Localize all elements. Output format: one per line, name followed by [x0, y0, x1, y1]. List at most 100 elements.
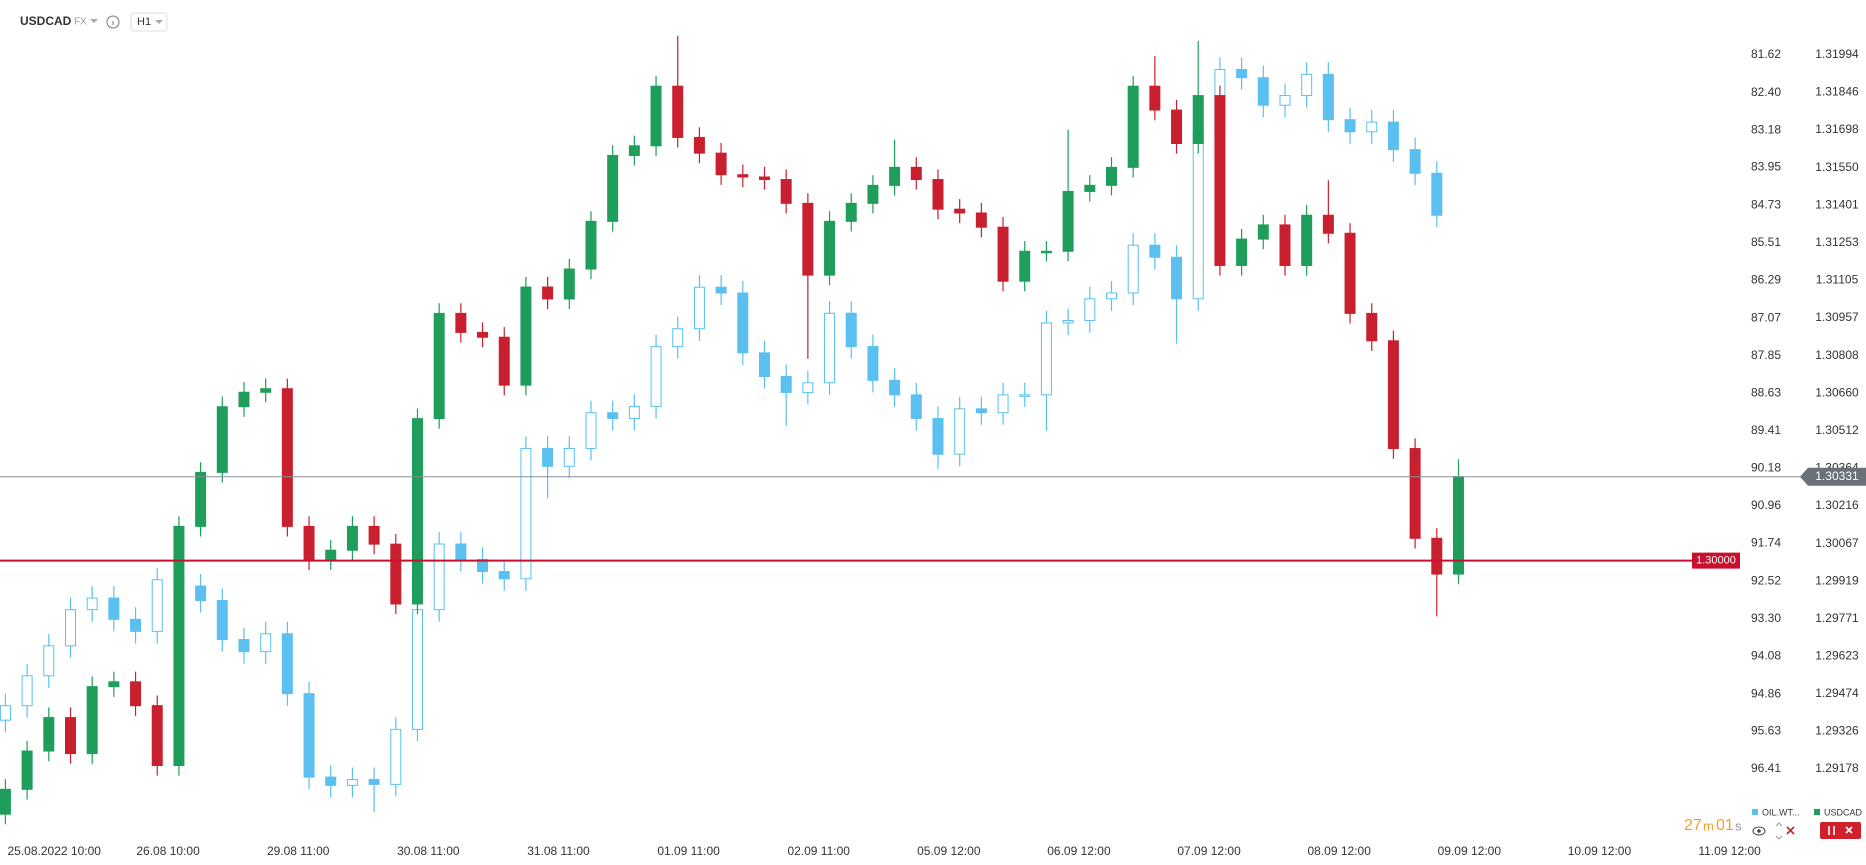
candle-body [542, 447, 554, 467]
candle-body [1301, 214, 1313, 266]
interval-select[interactable] [130, 12, 168, 32]
legend-label: OIL.WT... [1762, 807, 1800, 817]
candle-body [1409, 448, 1421, 539]
candle-body [130, 618, 142, 632]
candle-body [346, 779, 358, 786]
candle-body [281, 633, 293, 695]
candle-body [1366, 121, 1378, 133]
symbol[interactable]: USDCAD [20, 14, 72, 28]
y-tick-label: 1.29178 [1815, 761, 1859, 775]
candle-body [411, 418, 423, 605]
eye-pupil [1757, 829, 1761, 833]
candle-body [1387, 121, 1399, 151]
candle-body [1366, 312, 1378, 342]
candle-body [325, 549, 337, 561]
candle-body [715, 286, 727, 294]
y-tick-label: 1.29623 [1815, 648, 1859, 662]
x-tick-label: 06.09 12:00 [1047, 844, 1111, 858]
candle-body [607, 154, 619, 222]
candle-body [802, 202, 814, 276]
candle-body [1040, 322, 1052, 396]
candle-body [1171, 109, 1183, 145]
y2-tick-label: 87.07 [1751, 310, 1781, 324]
y-tick-label: 1.31550 [1815, 160, 1859, 174]
y-tick-label: 1.31698 [1815, 122, 1859, 136]
x-tick-label: 26.08 10:00 [136, 844, 200, 858]
x-tick-label: 11.09 12:00 [1698, 844, 1761, 858]
x-tick-label: 10.09 12:00 [1568, 844, 1632, 858]
candle-body [477, 558, 489, 573]
candle-body [1409, 149, 1421, 174]
candle-body [173, 525, 185, 766]
candle-body [216, 599, 228, 641]
candle-body [1431, 172, 1443, 216]
candle-body [108, 681, 120, 688]
candle-body [1236, 238, 1248, 266]
candle-body [433, 312, 445, 420]
price-label: 1.30331 [1815, 469, 1859, 483]
y2-tick-label: 92.52 [1751, 573, 1781, 587]
y-tick-label: 1.31253 [1815, 235, 1859, 249]
candle-body [650, 346, 662, 407]
x-tick-label: 30.08 11:00 [397, 844, 460, 858]
candle-body [1127, 85, 1139, 168]
candle-body [1431, 537, 1443, 575]
candle-body [780, 376, 792, 393]
order-arrows[interactable] [1775, 822, 1783, 840]
candle-body [650, 85, 662, 147]
x-tick-label: 31.08 11:00 [527, 844, 590, 858]
button-icons [1828, 826, 1853, 835]
plot-area: 25.08.2022 10:00 26.08 10:00 29.08 11:00 30… [0, 35, 1866, 858]
candle-body [1062, 320, 1074, 324]
candle-body [64, 609, 76, 647]
interval: H1 [137, 16, 151, 28]
alert-label: 1.30000 [1696, 555, 1736, 567]
candle-body [628, 405, 640, 419]
y-tick-label: 1.31846 [1815, 85, 1859, 99]
candle-body [108, 597, 120, 620]
candle-body [997, 226, 1009, 282]
candle-body [910, 166, 922, 181]
timer-seconds-unit: s [1735, 818, 1742, 833]
candle-body [1019, 250, 1031, 282]
candle-body [845, 202, 857, 222]
candle-body [889, 379, 901, 396]
candle-body [1279, 95, 1291, 106]
candle-body [975, 408, 987, 414]
y-tick-label: 1.30808 [1815, 348, 1859, 362]
candle-body [1257, 224, 1269, 240]
y2-tick-label: 95.63 [1751, 723, 1781, 737]
candle-body [824, 220, 836, 276]
timer-minutes: 27 [1684, 817, 1702, 834]
candle-body [1149, 85, 1161, 111]
candle-body [520, 447, 532, 580]
timer-minutes-unit: m [1703, 818, 1714, 833]
x-tick-label: 02.09 11:00 [787, 844, 850, 858]
info-icon[interactable] [106, 15, 120, 29]
y-tick-label: 1.30512 [1815, 423, 1859, 437]
x-tick-label: 01.09 11:00 [657, 844, 720, 858]
candle-body [1214, 95, 1226, 266]
candle-body [43, 717, 55, 752]
legend-label: USDCAD [1824, 807, 1863, 817]
y2-tick-label: 90.96 [1751, 498, 1781, 512]
candle-body [910, 394, 922, 419]
y2-tick-label: 91.74 [1751, 536, 1781, 550]
x-tick-label: 29.08 11:00 [267, 844, 330, 858]
candle-body [43, 645, 55, 677]
y2-tick-label: 83.95 [1751, 160, 1781, 174]
candle-body [64, 717, 76, 755]
market-caret[interactable] [90, 19, 98, 23]
candle-body [390, 728, 402, 785]
candle-body [195, 471, 207, 527]
y-tick-label: 1.30067 [1815, 536, 1859, 550]
candle-body [281, 388, 293, 527]
candle-body [737, 292, 749, 354]
y-tick-label: 1.30957 [1815, 310, 1859, 324]
candle-body [238, 391, 250, 408]
remove-all-button[interactable] [1820, 822, 1861, 839]
candle-body [1322, 73, 1334, 121]
candle-body [433, 543, 445, 611]
remove-icon[interactable] [1786, 826, 1795, 835]
eye-icon[interactable] [1752, 826, 1766, 836]
